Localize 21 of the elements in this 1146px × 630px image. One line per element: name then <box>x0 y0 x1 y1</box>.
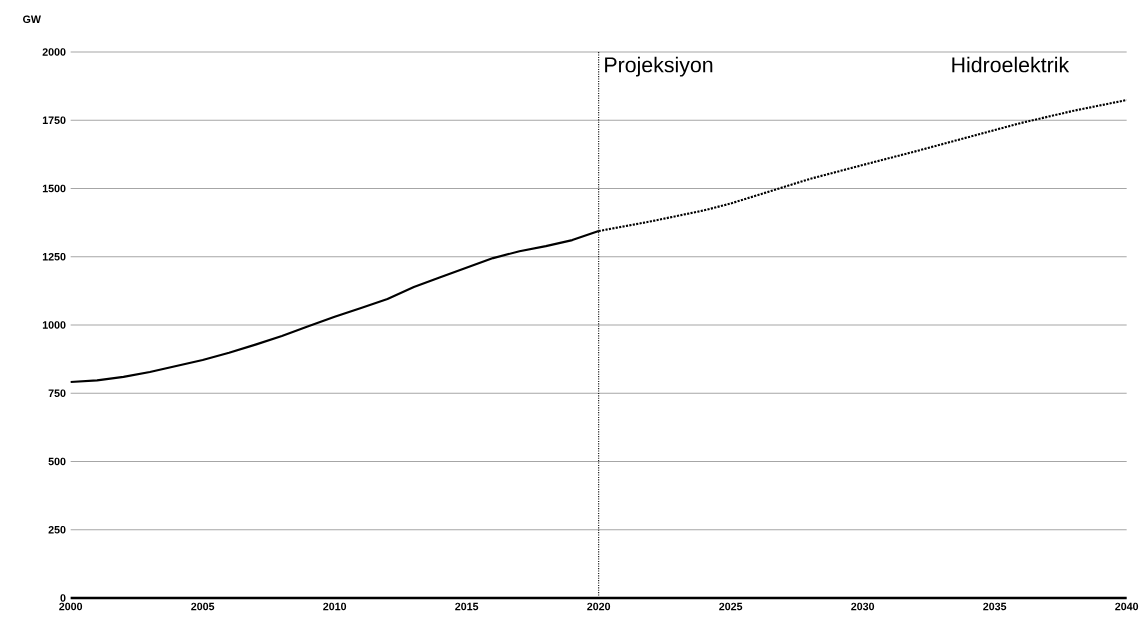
x-tick-label: 2025 <box>719 602 743 611</box>
y-tick-label: 1000 <box>42 321 66 329</box>
x-tick-label: 2005 <box>191 602 215 611</box>
x-tick-label: 2030 <box>851 602 875 611</box>
x-tick-label: 2040 <box>1115 602 1139 611</box>
y-tick-label: 1750 <box>42 116 66 125</box>
x-tick-label: 2010 <box>323 602 347 611</box>
y-tick-label: 1250 <box>42 252 66 261</box>
y-tick-label: 1500 <box>42 184 66 193</box>
ref-line-label: Projeksiyon <box>605 56 713 77</box>
y-tick-label: 250 <box>48 525 66 534</box>
x-tick-label: 2035 <box>983 602 1007 611</box>
y-axis-title: GW <box>23 15 41 24</box>
y-tick-label: 2000 <box>42 48 66 56</box>
annotation: Hidroelektrik <box>952 56 1070 73</box>
y-tick-label: 750 <box>48 389 66 398</box>
y-tick-label: 500 <box>48 457 66 466</box>
x-tick-label: 2020 <box>587 602 611 611</box>
x-tick-label: 2000 <box>59 602 83 611</box>
x-tick-label: 2015 <box>455 602 479 611</box>
y-tick-label: 0 <box>60 594 66 602</box>
